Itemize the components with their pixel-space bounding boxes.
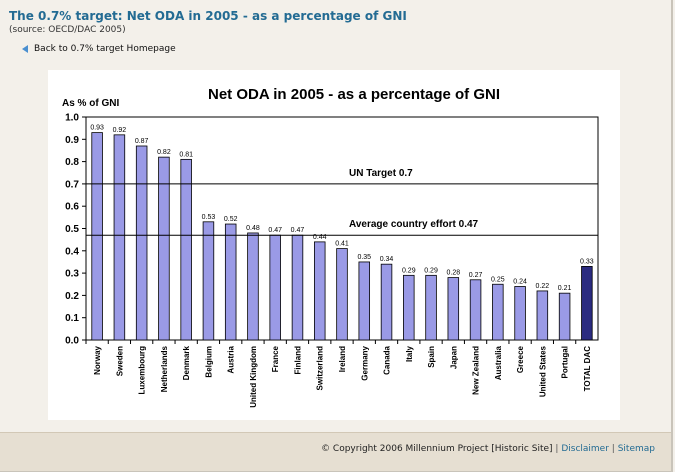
data-label: 0.25 [491,276,505,283]
bar [224,223,237,341]
bar [291,234,304,341]
bar [558,292,571,341]
data-label: 0.22 [536,283,550,290]
data-label: 0.27 [469,272,483,279]
y-tick-label: 0.9 [65,135,79,146]
un-target-label: UN Target 0.7 [349,168,413,179]
y-tick-label: 0.4 [65,246,79,257]
bar [358,261,371,341]
bar [425,274,437,341]
data-label: 0.35 [357,254,371,261]
data-label: 0.21 [558,285,572,292]
page-title: The 0.7% target: Net ODA in 2005 - as a … [9,9,407,23]
data-label: 0.34 [380,256,394,263]
bar-chart: Net ODA in 2005 - as a percentage of GNI… [62,86,599,408]
x-tick-label: Denmark [182,345,191,380]
bar [492,283,504,341]
x-tick-label: Portugal [561,346,570,378]
bar [269,234,281,341]
data-label: 0.44 [313,234,327,241]
x-tick-label: Austria [227,345,236,373]
data-label: 0.81 [179,151,193,158]
y-tick-label: 0.8 [65,157,79,168]
back-link-label: Back to 0.7% target Homepage [34,44,176,54]
footer: © Copyright 2006 Millennium Project [His… [0,432,671,471]
x-tick-label: New Zealand [472,346,481,395]
x-tick-label: TOTAL DAC [583,346,592,392]
data-label: 0.47 [268,227,282,234]
data-label: 0.29 [424,267,438,274]
bar [91,132,103,341]
back-link[interactable]: Back to 0.7% target Homepage [22,44,176,54]
bar [247,232,259,341]
x-tick-label: United Kingdom [249,346,258,408]
x-tick-label: Japan [449,346,458,369]
x-tick-label: France [271,345,280,372]
bar [581,266,593,341]
bar [202,221,215,341]
y-tick-label: 0.7 [65,179,79,190]
y-tick-label: 0.2 [65,291,79,302]
copyright-text: © Copyright 2006 Millennium Project [His… [321,444,553,454]
bar [469,279,482,341]
data-label: 0.82 [157,149,171,156]
footer-separator: | [611,444,615,454]
bar [135,145,148,341]
x-tick-label: Norway [93,345,102,374]
x-tick-label: Greece [516,345,525,373]
data-label: 0.33 [580,258,594,265]
data-label: 0.28 [446,270,460,277]
data-label: 0.93 [90,125,104,132]
x-tick-label: Finland [293,346,302,375]
bar [514,286,526,341]
data-label: 0.47 [291,227,305,234]
data-label: 0.48 [246,225,260,232]
x-tick-label: Sweden [115,346,124,376]
data-label: 0.53 [202,214,216,221]
bar [180,158,192,341]
bar [380,263,393,341]
bar [336,248,348,341]
y-tick-label: 0.6 [65,202,79,213]
source-note: (source: OECD/DAC 2005) [9,25,126,35]
x-tick-label: Italy [405,345,414,362]
y-axis-label: As % of GNI [62,98,119,109]
data-label: 0.41 [335,241,349,248]
bar [158,156,170,341]
disclaimer-link[interactable]: Disclaimer [561,444,609,454]
bar [447,277,460,341]
x-tick-label: Belgium [204,346,213,378]
x-tick-label: Australia [494,345,503,380]
data-label: 0.87 [135,138,149,145]
y-tick-label: 1.0 [65,113,79,124]
average-effort-label: Average country effort 0.47 [349,219,479,230]
x-tick-label: Netherlands [160,345,169,392]
bar [536,290,549,341]
chart-title: Net ODA in 2005 - as a percentage of GNI [208,86,500,103]
bar [403,274,415,341]
bar [113,134,126,341]
x-tick-label: Germany [360,345,369,380]
data-label: 0.24 [513,278,527,285]
footer-separator: | [555,444,559,454]
data-label: 0.52 [224,216,238,223]
data-label: 0.29 [402,267,416,274]
y-tick-label: 0.1 [65,313,79,324]
x-tick-label: Switzerland [316,346,325,391]
x-tick-label: Ireland [338,346,347,372]
y-tick-label: 0.5 [65,224,79,235]
x-tick-label: Spain [427,346,436,368]
back-arrow-icon [22,45,28,53]
chart-container: Net ODA in 2005 - as a percentage of GNI… [48,70,620,420]
x-tick-label: Canada [383,345,392,374]
bar [313,241,326,341]
x-tick-label: Luxembourg [138,346,147,395]
sitemap-link[interactable]: Sitemap [617,444,655,454]
y-tick-label: 0.0 [65,336,79,347]
footer-text: © Copyright 2006 Millennium Project [His… [321,444,655,454]
y-tick-label: 0.3 [65,269,79,280]
data-label: 0.92 [113,127,127,134]
x-tick-label: United States [538,345,547,397]
